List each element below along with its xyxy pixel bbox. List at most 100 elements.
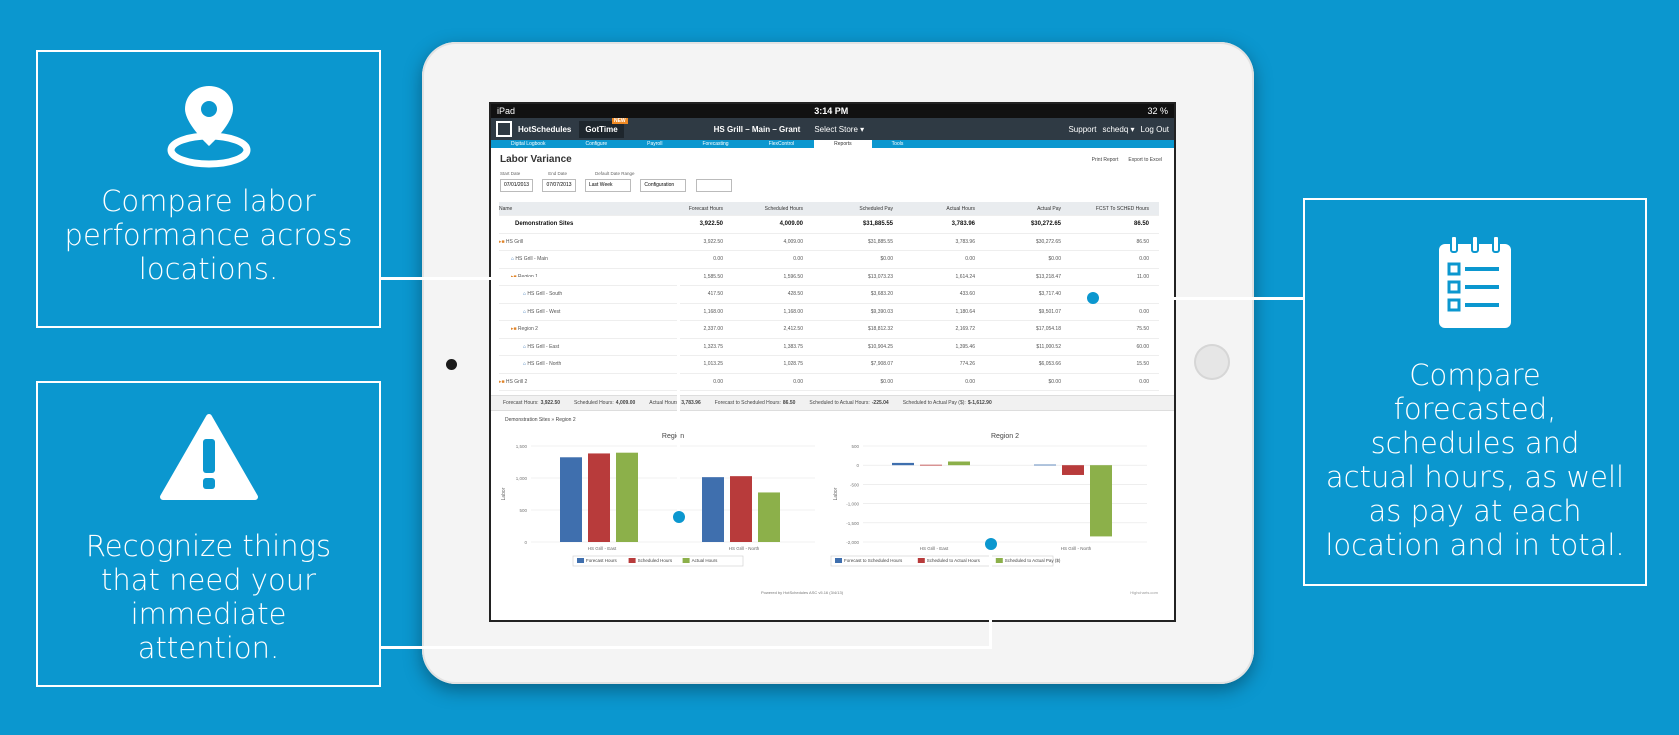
table-row[interactable]: ▸■ HS Grill 2 0.00 0.00 $0.00 0.00 $0.00 0.00 [499,374,1159,391]
summary-label: Scheduled Hours: [574,400,614,406]
table-cell: 0.00 [1139,378,1149,385]
warning-icon [159,414,258,500]
tab-payroll[interactable]: Payroll [647,141,663,147]
tab-tools[interactable]: Tools [891,141,904,147]
table-row[interactable]: ⌂ HS Grill - West 1,168.00 1,168.00 $9,390.… [499,304,1159,321]
table-cell: 428.50 [787,291,803,298]
configuration-select[interactable]: Configuration [640,179,687,192]
column-header[interactable]: Actual Hours [946,205,975,212]
column-header[interactable]: Scheduled Pay [859,205,893,212]
bar [758,492,780,542]
folder-icon[interactable]: ▸■ [499,378,506,385]
callout-compare-hours: Compare forecasted, schedules and actual… [1303,198,1647,586]
support-link[interactable]: Support [1068,124,1097,134]
table-cell: $0.00 [880,378,893,385]
logout-link[interactable]: Log Out [1140,124,1169,134]
summary-item: Actual Hours: 3,783.96 [649,400,700,406]
table-cell: 1,596.50 [783,273,803,280]
status-bar: iPad 3:14 PM 32 % [491,104,1174,118]
row-name-cell: ⌂ HS Grill - Main [499,256,639,262]
start-date-field[interactable]: 07/01/2013 [500,179,534,192]
row-name-cell: ▸■ Region 1 [499,274,639,280]
folder-icon[interactable]: ▸■ [499,238,506,245]
table-row[interactable]: ⌂ HS Grill - North 1,013.25 1,028.75 $7,908… [499,356,1159,374]
view-toggle-button[interactable] [695,179,732,192]
date-range-select[interactable]: Last Week [584,179,631,192]
column-header[interactable]: Scheduled Hours [764,205,803,212]
legend-swatch [682,558,690,563]
table-cell: $30,272.65 [1035,238,1061,245]
table-cell: $17,054.18 [1035,326,1061,333]
select-store-dropdown[interactable]: Select Store ▾ [814,124,865,134]
tab-flexcontrol[interactable]: FlexControl [768,141,795,147]
tab-digital-logbook[interactable]: Digital Logbook [511,141,546,147]
row-name-label: HS Grill - East [527,343,560,350]
summary-value: -225.04 [871,400,889,406]
summary-label: Scheduled to Actual Pay ($): [902,400,966,406]
table-cell: 0.00 [793,378,803,385]
powered-by-footer: Powered by HotSchedules ASC v5.16 (3/4/1… [761,590,844,595]
brand-name[interactable]: HotSchedules [518,124,572,134]
table-row[interactable]: Demonstration Sites 3,922.50 4,009.00 $31,8… [499,216,1159,234]
print-report-button[interactable]: Print Report [1091,157,1119,163]
column-header[interactable]: Actual Pay [1037,205,1061,212]
table-cell: 11.00 [1136,273,1149,280]
tab-configure[interactable]: Configure [585,141,608,147]
row-name-label: Region 1 [518,274,538,280]
y-tick-label: 1,000 [516,476,528,481]
end-date-field[interactable]: 07/07/2013 [542,179,576,192]
table-cell: 2,337.00 [703,326,723,333]
table-row[interactable]: ⌂ HS Grill - East 1,323.75 1,383.75 $10,904… [499,339,1159,356]
ipad-camera [446,359,457,370]
table-cell: 0.00 [713,378,723,385]
ipad-home-button[interactable] [1194,344,1230,380]
summary-label: Actual Hours: [649,400,680,406]
user-menu[interactable]: schedq ▾ [1102,124,1135,134]
table-cell: 4,009.00 [779,221,803,228]
chart-title: Region 2 [991,433,1019,440]
table-cell: 2,169.72 [955,326,975,333]
breadcrumb-root[interactable]: Demonstration Sites [505,417,551,423]
table-cell: 1,585.50 [703,273,723,280]
report-title: Labor Variance [500,154,572,165]
table-cell: 0.00 [965,256,975,263]
bar [1034,464,1056,466]
new-badge: NEW [611,117,628,124]
table-cell: $3,717.40 [1038,291,1061,298]
table-cell: 0.00 [965,378,975,385]
table-row[interactable]: ⌂ HS Grill - South 417.50 428.50 $3,683.20 4… [499,286,1159,304]
y-tick-label: -2,000 [846,540,859,545]
export-excel-button[interactable]: Export to Excel [1128,157,1162,163]
column-header[interactable]: Forecast Hours [688,205,723,212]
legend-label: Forecast Hours [586,558,618,563]
callout-compare-text: Compare forecasted, schedules and actual… [1325,358,1625,562]
legend-swatch [917,558,925,563]
gotime-button[interactable]: GotTime NEW [579,117,628,138]
device-name: iPad [497,106,516,116]
breadcrumb: Demonstration Sites » Region 2 [505,417,576,423]
folder-icon[interactable]: ▸■ [511,326,518,333]
summary-label: Scheduled to Actual Hours: [809,400,870,406]
gotime-label: GotTime [585,124,618,134]
column-header[interactable]: FCST To SCHED Hours [1095,205,1149,212]
store-icon: ⌂ [523,343,528,350]
table-row[interactable]: ⌂ HS Grill - Main 0.00 0.00 $0.00 0.00 $0.00 0… [499,251,1159,269]
map-pin-icon [167,86,250,168]
bar [948,461,970,466]
battery-indicator: 32 % [1147,106,1168,116]
folder-icon[interactable]: ▸■ [511,274,518,280]
table-cell: $13,073.23 [867,273,893,280]
tab-forecasting[interactable]: Forecasting [702,141,729,147]
bar [730,476,752,542]
table-cell: 0.00 [1139,256,1149,263]
table-row[interactable]: ▸■ Region 2 2,337.00 2,412.50 $18,812.32 2,1… [499,321,1159,339]
table-cell: 60.00 [1136,343,1149,350]
table-cell: $31,885.55 [867,238,893,245]
column-header[interactable]: Name [499,205,513,212]
table-row[interactable]: ▸■ Region 1 1,585.50 1,596.50 $13,073.23 1,6… [499,269,1159,286]
tab-reports[interactable]: Reports [814,140,872,148]
bar [892,462,914,466]
breadcrumb-current[interactable]: Region 2 [555,417,576,423]
table-row[interactable]: ▸■ HS Grill 3,922.50 4,009.00 $31,885.55 3,7… [499,234,1159,251]
store-icon: ⌂ [523,308,528,315]
